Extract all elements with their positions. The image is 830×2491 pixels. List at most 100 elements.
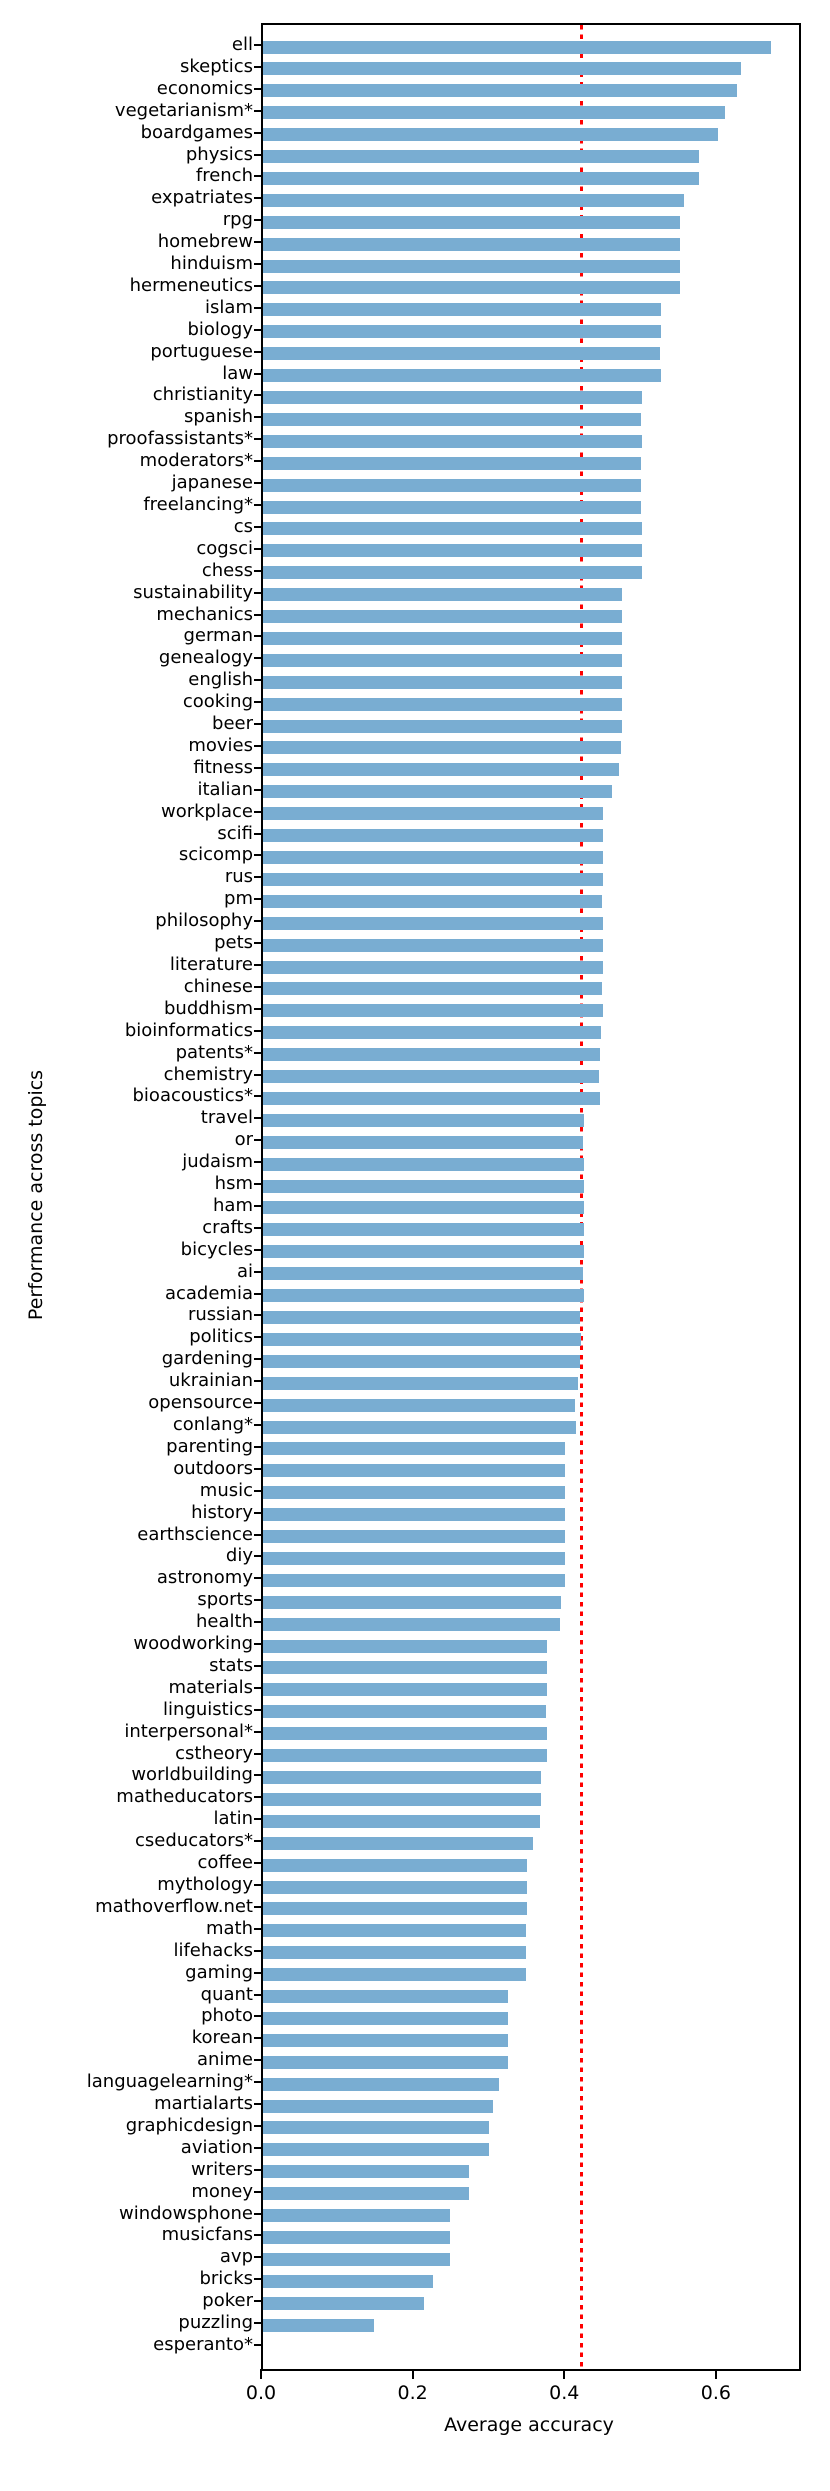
- bar-patents*: [263, 1048, 600, 1062]
- y-tick-label-photo: photo: [201, 2005, 253, 2027]
- y-tick-label-buddhism: buddhism: [163, 997, 253, 1019]
- y-tick-label-freelancing*: freelancing*: [143, 494, 253, 515]
- y-tick-mark: [254, 1949, 261, 1952]
- y-tick-label-italian: italian: [197, 778, 253, 800]
- y-tick-mark: [254, 942, 261, 945]
- y-tick-label-lifehacks: lifehacks: [173, 1939, 253, 1961]
- x-tick-label-0.2: 0.2: [397, 2382, 428, 2404]
- bar-buddhism: [263, 1004, 603, 1018]
- y-tick-mark: [254, 1555, 261, 1558]
- y-tick-mark: [254, 416, 261, 419]
- y-tick-mark: [254, 482, 261, 485]
- y-tick-mark: [254, 1621, 261, 1624]
- y-tick-label-english: english: [188, 669, 253, 691]
- y-tick-mark: [254, 1862, 261, 1865]
- y-tick-label-languagelearning*: languagelearning*: [86, 2071, 253, 2093]
- y-tick-label-judaism: judaism: [182, 1151, 253, 1173]
- y-tick-mark: [254, 1511, 261, 1514]
- y-tick-label-german: german: [183, 625, 253, 647]
- y-tick-label-cs: cs: [233, 515, 253, 537]
- y-tick-label-math: math: [205, 1917, 253, 1939]
- bar-english: [263, 675, 622, 689]
- y-tick-mark: [254, 657, 261, 660]
- y-tick-label-homebrew: homebrew: [157, 231, 253, 253]
- y-tick-mark: [254, 613, 261, 616]
- y-tick-label-history: history: [191, 1501, 253, 1523]
- y-tick-mark: [254, 1051, 261, 1054]
- bar-chess: [263, 566, 643, 580]
- bar-ai: [263, 1267, 583, 1281]
- y-tick-label-chinese: chinese: [183, 975, 253, 997]
- y-tick-mark: [254, 153, 261, 156]
- bar-bicycles: [263, 1245, 584, 1259]
- y-tick-label-movies: movies: [188, 734, 253, 756]
- y-tick-mark: [254, 1445, 261, 1448]
- x-tick-mark: [714, 2369, 717, 2379]
- bar-biology: [263, 325, 662, 339]
- y-tick-label-coffee: coffee: [197, 1852, 253, 1874]
- bar-workplace: [263, 807, 604, 821]
- bar-coffee: [263, 1858, 527, 1872]
- bar-academia: [263, 1289, 584, 1303]
- bar-worldbuilding: [263, 1770, 542, 1784]
- y-tick-label-cseducators*: cseducators*: [135, 1830, 253, 1852]
- y-tick-mark: [254, 2344, 261, 2346]
- bar-travel: [263, 1113, 584, 1127]
- y-tick-mark: [254, 394, 261, 397]
- y-tick-label-parenting: parenting: [166, 1435, 253, 1457]
- bar-bioacoustics*: [263, 1091, 600, 1105]
- y-tick-label-puzzling: puzzling: [178, 2312, 253, 2334]
- y-tick-label-ukrainian: ukrainian: [168, 1370, 253, 1392]
- y-tick-mark: [254, 2124, 261, 2127]
- y-tick-label-hinduism: hinduism: [170, 253, 253, 275]
- y-tick-mark: [254, 1730, 261, 1733]
- y-tick-mark: [254, 985, 261, 988]
- bar-woodworking: [263, 1639, 548, 1653]
- y-tick-mark: [254, 854, 261, 857]
- bar-quant: [263, 1990, 508, 2004]
- y-tick-mark: [254, 1643, 261, 1646]
- y-tick-mark: [254, 1971, 261, 1974]
- y-tick-label-gaming: gaming: [185, 1961, 253, 1983]
- bar-materials: [263, 1683, 547, 1697]
- y-tick-label-matheducators: matheducators: [116, 1786, 253, 1808]
- bar-cs: [263, 522, 643, 536]
- bar-chemistry: [263, 1070, 599, 1084]
- bar-portuguese: [263, 347, 660, 361]
- y-tick-label-pm: pm: [224, 888, 253, 910]
- y-tick-label-anime: anime: [196, 2049, 253, 2071]
- y-tick-mark: [254, 1796, 261, 1799]
- y-tick-mark: [254, 306, 261, 309]
- y-tick-mark: [254, 1161, 261, 1164]
- bar-ell: [263, 40, 771, 54]
- y-tick-mark: [254, 1292, 261, 1295]
- y-tick-label-bioacoustics*: bioacoustics*: [132, 1085, 254, 1107]
- bar-stats: [263, 1661, 547, 1675]
- y-tick-label-graphicdesign: graphicdesign: [125, 2114, 253, 2136]
- bar-conlang*: [263, 1420, 577, 1434]
- bar-ham: [263, 1201, 584, 1215]
- y-tick-mark: [254, 241, 261, 244]
- bar-japanese: [263, 478, 641, 492]
- bar-scifi: [263, 829, 603, 843]
- y-tick-label-bioinformatics: bioinformatics: [124, 1019, 253, 1041]
- y-tick-label-christianity: christianity: [152, 384, 253, 406]
- y-tick-label-writers: writers: [190, 2158, 253, 2180]
- bar-poker: [263, 2296, 425, 2310]
- y-tick-mark: [254, 1884, 261, 1886]
- bar-chinese: [263, 982, 602, 996]
- bar-aviation: [263, 2143, 489, 2157]
- bar-outdoors: [263, 1464, 565, 1478]
- y-tick-label-opensource: opensource: [148, 1392, 253, 1414]
- y-tick-mark: [254, 1664, 261, 1667]
- y-tick-mark: [254, 2300, 261, 2303]
- y-tick-label-aviation: aviation: [180, 2136, 253, 2158]
- y-tick-label-ham: ham: [213, 1194, 253, 1216]
- y-tick-label-cooking: cooking: [182, 691, 253, 713]
- bar-mythology: [263, 1880, 527, 1894]
- y-tick-mark: [254, 1139, 261, 1142]
- y-tick-mark: [254, 1752, 261, 1755]
- y-tick-mark: [254, 1073, 261, 1076]
- bar-korean: [263, 2033, 508, 2047]
- bar-literature: [263, 960, 603, 974]
